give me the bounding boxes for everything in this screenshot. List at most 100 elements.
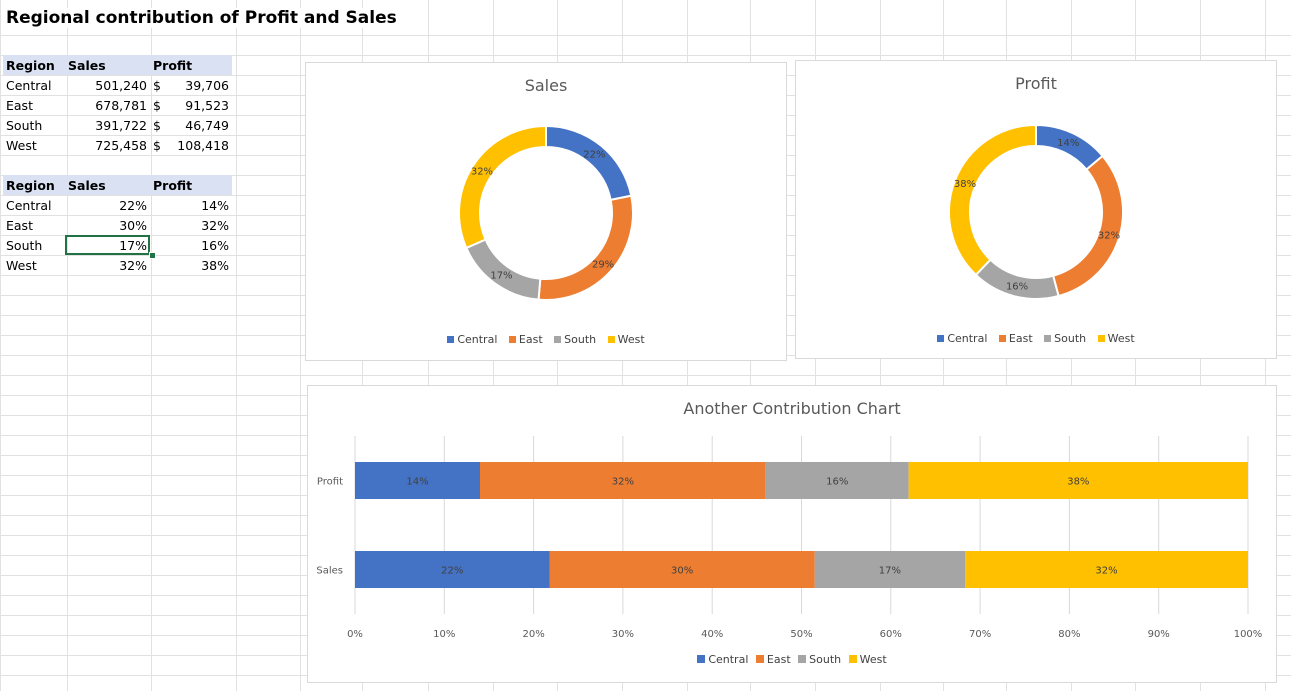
bar-segment-south[interactable] (814, 551, 966, 588)
chart-legend: Central East South West (796, 332, 1276, 345)
cell-sales[interactable]: 725,458 (95, 137, 147, 153)
data-label: 29% (592, 259, 614, 270)
cell-region[interactable]: South (6, 117, 43, 133)
legend-label: South (564, 333, 597, 346)
data-label: 17% (490, 271, 512, 282)
data-label: 22% (583, 149, 605, 160)
table-row: South 391,722 $46,749 (3, 115, 232, 135)
data-label: 16% (826, 477, 848, 488)
legend-swatch (447, 335, 455, 343)
legend-item-south: South (1044, 332, 1086, 345)
cell-region[interactable]: Central (6, 77, 52, 93)
x-tick-label: 90% (1148, 629, 1170, 640)
cell-profit[interactable]: $91,523 (150, 95, 232, 115)
data-label: 32% (471, 167, 493, 178)
contribution-bar-chart[interactable]: Another Contribution Chart 0% 10% 20% 30% 40… (307, 385, 1277, 683)
bar-segment-east[interactable] (549, 551, 815, 588)
cell-profit[interactable]: 14% (201, 197, 229, 213)
table-row: West 32% 38% (3, 255, 232, 275)
cell-region[interactable]: East (6, 217, 33, 233)
fill-handle[interactable] (149, 252, 156, 259)
header-profit[interactable]: Profit (150, 175, 232, 195)
currency-symbol: $ (153, 137, 161, 153)
table-row: Central 22% 14% (3, 195, 232, 215)
cell-region[interactable]: East (6, 97, 33, 113)
legend-swatch (937, 334, 945, 342)
cell-profit[interactable]: $39,706 (150, 75, 232, 95)
data-label: 32% (1098, 230, 1120, 241)
donut-slice-west[interactable] (948, 123, 1037, 277)
bar-segment-central[interactable] (355, 551, 550, 588)
data-label: 38% (1067, 477, 1089, 488)
legend-item-east: East (998, 332, 1033, 345)
legend-label: Central (708, 653, 749, 666)
sales-chart[interactable]: Sales 22% 29% 17% 32% Central East South We… (305, 62, 787, 361)
cell-sales[interactable]: 678,781 (95, 97, 147, 113)
chart-title: Another Contribution Chart (683, 399, 901, 418)
legend-item-central: Central (447, 333, 497, 346)
cell-region[interactable]: West (6, 137, 37, 153)
cell-sales[interactable]: 391,722 (95, 117, 147, 133)
table-row: East 30% 32% (3, 215, 232, 235)
legend-label: Central (947, 332, 988, 345)
cell-region[interactable]: West (6, 257, 37, 273)
data-label: 16% (1006, 282, 1028, 293)
legend-item-west: West (848, 653, 887, 666)
cell-profit[interactable]: 16% (201, 237, 229, 253)
bar-segment-south[interactable] (765, 462, 909, 499)
table-row: East 678,781 $91,523 (3, 95, 232, 115)
header-region[interactable]: Region (3, 55, 65, 75)
cell-sales[interactable]: 30% (119, 217, 147, 233)
header-region[interactable]: Region (3, 175, 65, 195)
cell-sales[interactable]: 22% (119, 197, 147, 213)
data-label: 14% (406, 477, 428, 488)
cell-sales[interactable]: 501,240 (95, 77, 147, 93)
bar-segment-east[interactable] (480, 462, 766, 499)
legend-swatch (607, 335, 615, 343)
y-category-label: Sales (316, 566, 343, 577)
legend-swatch (508, 335, 516, 343)
cell-region[interactable]: Central (6, 197, 52, 213)
cell-sales[interactable]: 32% (119, 257, 147, 273)
cell-region[interactable]: South (6, 237, 43, 253)
legend-swatch (697, 655, 706, 663)
legend-label: East (766, 653, 791, 666)
data-label: 38% (954, 179, 976, 190)
selected-cell[interactable]: 17% (65, 235, 150, 255)
profit-value: 91,523 (185, 97, 229, 113)
header-sales[interactable]: Sales (65, 55, 150, 75)
profit-chart[interactable]: Profit 14% 32% 16% 38% Central East South W… (795, 60, 1277, 359)
data-label: 30% (671, 566, 693, 577)
x-tick-label: 50% (790, 629, 812, 640)
cell-profit[interactable]: $46,749 (150, 115, 232, 135)
currency-symbol: $ (153, 77, 161, 93)
table-row: Central 501,240 $39,706 (3, 75, 232, 95)
donut-slice-east[interactable] (537, 194, 634, 301)
legend-label: South (1054, 332, 1087, 345)
donut-slice-west[interactable] (458, 124, 547, 250)
bar-segment-central[interactable] (355, 462, 481, 499)
header-profit[interactable]: Profit (150, 55, 232, 75)
legend-label: West (859, 653, 887, 666)
legend-swatch (755, 655, 764, 663)
bar-segment-west[interactable] (908, 462, 1248, 499)
header-sales[interactable]: Sales (65, 175, 150, 195)
legend-item-west: West (607, 333, 645, 346)
cell-profit[interactable]: 32% (201, 217, 229, 233)
stacked-bar-plot: 0% 10% 20% 30% 40% 50% 60% 70% 80% 90% 100% Sales 22… (316, 436, 1262, 640)
cell-profit[interactable]: $108,418 (150, 135, 232, 155)
chart-title: Sales (524, 76, 568, 95)
data-label: 32% (1095, 566, 1117, 577)
donut-slice-south[interactable] (974, 258, 1060, 300)
data-label: 22% (441, 566, 463, 577)
bar-segment-west[interactable] (965, 551, 1248, 588)
y-category-label: Profit (317, 477, 343, 488)
donut-slice-central[interactable] (545, 124, 633, 202)
legend-item-east: East (508, 333, 543, 346)
cell-profit[interactable]: 38% (201, 257, 229, 273)
sheet-title: Regional contribution of Profit and Sale… (6, 8, 401, 28)
legend-swatch (1097, 334, 1105, 342)
table-header-row: Region Sales Profit (3, 175, 232, 195)
donut-slice-south[interactable] (465, 238, 542, 301)
donut-slice-east[interactable] (1051, 154, 1124, 298)
